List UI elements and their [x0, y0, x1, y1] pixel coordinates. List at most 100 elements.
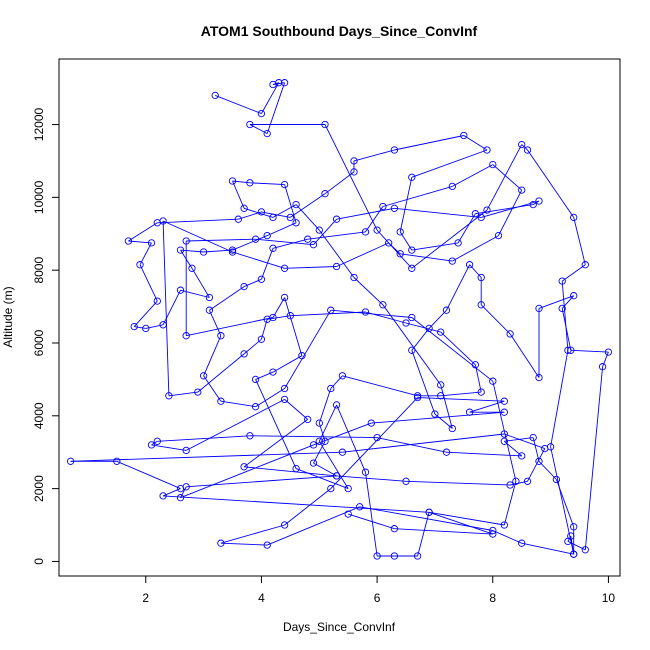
series-segment	[116, 460, 181, 490]
series-segment	[492, 164, 522, 191]
series-segment	[220, 400, 256, 408]
series-segment	[492, 530, 522, 544]
data-point	[321, 190, 329, 198]
data-point	[373, 433, 381, 442]
series-segment	[538, 460, 557, 480]
series-segment	[267, 506, 360, 546]
series-segment	[330, 397, 418, 489]
data-point	[350, 168, 358, 176]
series-segment	[208, 310, 222, 336]
data-point	[558, 304, 566, 313]
series-segment	[290, 311, 366, 317]
data-point	[315, 419, 323, 427]
data-point	[535, 197, 543, 205]
series-segment	[440, 384, 453, 429]
data-point	[361, 468, 370, 476]
series-segment	[318, 441, 349, 489]
x-tick-label: 2	[142, 591, 149, 605]
series-segment	[405, 322, 441, 333]
series-segment	[330, 375, 343, 389]
data-point	[251, 375, 260, 384]
data-point	[506, 481, 514, 489]
data-point	[304, 415, 312, 424]
data-point	[240, 282, 248, 291]
data-point	[523, 146, 532, 154]
series-segment	[267, 222, 297, 237]
series-segment	[313, 218, 337, 246]
series-segment	[417, 397, 505, 402]
data-point	[240, 350, 248, 358]
data-point	[124, 237, 133, 245]
series-segment	[191, 268, 210, 298]
series-segment	[139, 242, 152, 265]
series-segment	[417, 512, 430, 557]
data-point	[176, 246, 185, 254]
data-point	[280, 180, 289, 189]
series-segment	[284, 309, 332, 389]
data-point	[176, 484, 185, 493]
data-point	[147, 239, 156, 247]
series-segment	[266, 82, 286, 134]
data-point	[228, 177, 237, 185]
series-segment	[255, 388, 285, 408]
data-point	[280, 293, 289, 302]
data-point	[408, 313, 416, 322]
y-tick-label: 12000	[32, 107, 46, 141]
data-point	[298, 352, 306, 360]
data-point	[280, 521, 289, 529]
data-point	[199, 372, 208, 380]
series-segment	[180, 249, 204, 253]
y-tick-label: 8000	[32, 257, 46, 284]
series-segment	[584, 366, 604, 550]
data-point	[263, 231, 271, 240]
series-segment	[313, 441, 326, 464]
y-tick-label: 0	[32, 558, 46, 565]
data-point	[494, 231, 503, 240]
data-point	[165, 392, 173, 400]
series-segment	[139, 264, 158, 302]
data-point	[327, 306, 335, 314]
data-point	[332, 215, 341, 223]
series-segment	[290, 193, 326, 218]
data-point	[558, 277, 566, 285]
series-segment	[261, 211, 291, 218]
data-point	[176, 494, 185, 502]
data-point	[564, 346, 572, 354]
data-point	[425, 508, 433, 516]
series-segment	[151, 444, 187, 451]
series-segment	[232, 251, 285, 269]
x-tick-label: 8	[489, 591, 496, 605]
series-segment	[284, 488, 332, 526]
data-point	[188, 264, 196, 272]
series-segment	[353, 277, 384, 306]
data-point	[373, 226, 381, 234]
data-point	[199, 248, 208, 256]
data-point	[309, 441, 318, 449]
data-point	[581, 261, 589, 269]
series-segment	[162, 220, 233, 253]
data-point	[338, 448, 347, 456]
plot-frame	[58, 58, 621, 577]
series-segment	[371, 411, 505, 424]
y-tick-label: 10000	[32, 180, 46, 214]
series-segment	[411, 328, 430, 351]
series-segment	[376, 229, 413, 269]
data-point	[489, 530, 497, 538]
data-point	[500, 408, 508, 416]
data-point	[408, 264, 416, 272]
series-segment	[434, 413, 453, 429]
data-point	[431, 410, 439, 418]
series-segment	[532, 437, 540, 462]
data-point	[332, 262, 341, 271]
series-segment	[238, 211, 262, 220]
data-point	[142, 324, 150, 333]
series-segment	[255, 238, 314, 246]
series-segment	[365, 206, 384, 233]
data-point	[390, 525, 399, 533]
data-point	[228, 246, 237, 254]
data-point	[442, 306, 451, 314]
data-point	[332, 401, 341, 409]
data-point	[280, 384, 289, 393]
data-point	[257, 208, 266, 216]
series-segment	[272, 355, 303, 373]
